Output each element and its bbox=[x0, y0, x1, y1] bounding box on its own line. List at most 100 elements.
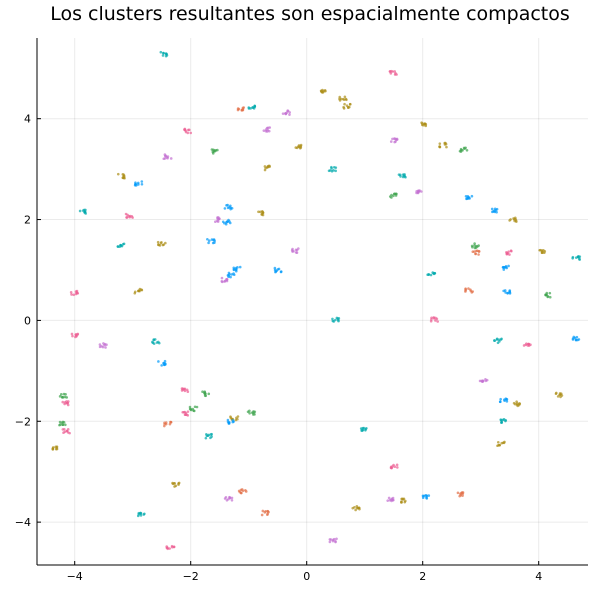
data-point bbox=[328, 540, 332, 544]
data-cluster bbox=[342, 102, 352, 110]
data-point bbox=[61, 396, 65, 399]
data-point bbox=[436, 320, 440, 323]
data-cluster bbox=[294, 143, 303, 150]
data-point bbox=[337, 319, 340, 323]
data-point bbox=[218, 217, 221, 221]
data-cluster bbox=[426, 271, 437, 277]
data-point bbox=[162, 51, 165, 55]
data-cluster bbox=[58, 392, 69, 399]
data-cluster bbox=[478, 377, 489, 384]
data-point bbox=[470, 244, 474, 248]
data-point bbox=[227, 271, 231, 275]
data-point bbox=[70, 332, 74, 336]
x-tick-label: 2 bbox=[419, 570, 426, 583]
data-point bbox=[220, 276, 224, 280]
data-point bbox=[227, 274, 231, 277]
data-point bbox=[261, 213, 265, 217]
data-point bbox=[266, 126, 270, 130]
data-point bbox=[139, 512, 142, 515]
data-point bbox=[426, 273, 429, 277]
data-cluster bbox=[223, 495, 234, 502]
data-point bbox=[174, 484, 178, 488]
data-point bbox=[445, 145, 448, 149]
data-point bbox=[183, 387, 187, 391]
data-point bbox=[156, 240, 160, 244]
data-point bbox=[123, 176, 126, 180]
data-cluster bbox=[133, 287, 144, 295]
data-cluster bbox=[464, 287, 475, 294]
data-cluster bbox=[162, 153, 173, 161]
data-point bbox=[423, 122, 427, 126]
data-point bbox=[59, 393, 63, 396]
data-cluster bbox=[415, 189, 423, 195]
data-point bbox=[294, 251, 298, 254]
data-point bbox=[63, 402, 66, 406]
x-tick-label: 0 bbox=[303, 570, 310, 583]
data-cluster bbox=[61, 400, 70, 407]
data-point bbox=[240, 109, 244, 112]
data-point bbox=[164, 54, 168, 58]
data-point bbox=[208, 239, 211, 242]
data-point bbox=[225, 204, 228, 207]
data-cluster bbox=[470, 242, 480, 250]
data-point bbox=[361, 429, 364, 432]
data-point bbox=[188, 405, 192, 409]
data-point bbox=[78, 209, 82, 213]
data-point bbox=[502, 289, 505, 293]
data-cluster bbox=[471, 249, 481, 256]
data-point bbox=[473, 250, 476, 253]
data-point bbox=[393, 70, 397, 73]
data-point bbox=[506, 291, 509, 295]
data-point bbox=[495, 338, 499, 341]
data-point bbox=[162, 157, 166, 161]
data-point bbox=[140, 182, 144, 186]
data-point bbox=[159, 50, 163, 54]
data-point bbox=[393, 137, 397, 141]
data-point bbox=[355, 505, 359, 508]
data-point bbox=[438, 145, 442, 149]
data-point bbox=[166, 546, 169, 549]
data-point bbox=[237, 107, 241, 111]
data-cluster bbox=[421, 494, 431, 500]
data-point bbox=[224, 496, 228, 499]
data-point bbox=[345, 98, 348, 102]
data-cluster bbox=[61, 427, 71, 435]
x-tick-label: −4 bbox=[67, 570, 83, 583]
data-point bbox=[160, 364, 163, 367]
data-point bbox=[495, 210, 498, 214]
data-point bbox=[476, 249, 479, 253]
data-cluster bbox=[498, 397, 509, 404]
data-cluster bbox=[571, 254, 582, 261]
data-point bbox=[162, 243, 165, 246]
data-point bbox=[133, 184, 137, 187]
y-tick-label: 4 bbox=[24, 113, 31, 126]
data-point bbox=[335, 537, 338, 541]
data-point bbox=[354, 508, 357, 512]
data-cluster bbox=[165, 544, 176, 551]
data-point bbox=[177, 481, 181, 485]
data-point bbox=[331, 539, 335, 543]
data-point bbox=[161, 54, 165, 57]
data-point bbox=[359, 427, 363, 430]
data-point bbox=[351, 506, 355, 510]
data-point bbox=[184, 413, 187, 416]
data-point bbox=[498, 400, 502, 404]
data-point bbox=[400, 500, 403, 503]
data-point bbox=[261, 509, 265, 513]
data-point bbox=[173, 481, 176, 485]
data-point bbox=[247, 107, 251, 110]
data-point bbox=[403, 173, 406, 176]
data-point bbox=[470, 194, 474, 198]
data-point bbox=[505, 400, 509, 403]
data-point bbox=[186, 131, 190, 135]
data-point bbox=[98, 345, 102, 349]
data-point bbox=[211, 241, 215, 245]
data-cluster bbox=[328, 537, 338, 544]
data-point bbox=[297, 247, 300, 250]
data-cluster bbox=[327, 165, 338, 173]
data-point bbox=[224, 221, 228, 224]
data-point bbox=[136, 514, 140, 518]
data-point bbox=[252, 107, 256, 110]
data-cluster bbox=[237, 488, 248, 495]
